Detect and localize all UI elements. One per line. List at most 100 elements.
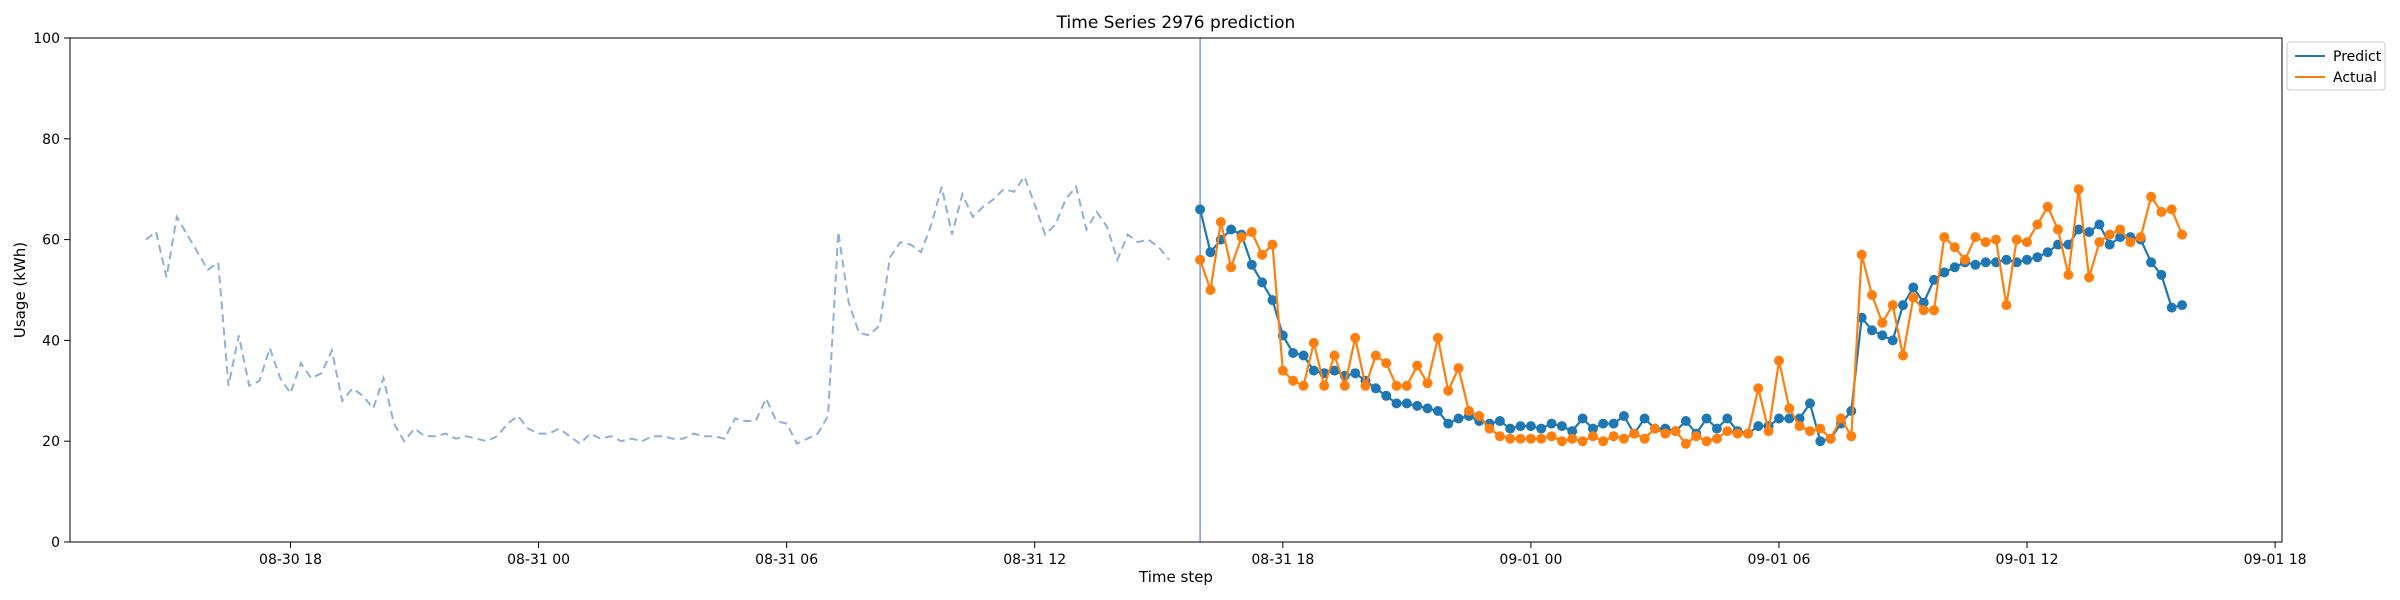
predict-point	[1391, 398, 1402, 409]
predict-point	[1536, 423, 1547, 434]
actual-point	[1422, 378, 1433, 389]
predict-point	[1525, 421, 1536, 432]
actual-point	[1556, 436, 1567, 447]
actual-point	[2135, 232, 2146, 243]
predict-point	[1784, 413, 1795, 424]
actual-point	[2084, 272, 2095, 283]
actual-point	[1474, 411, 1485, 421]
predict-point	[2032, 252, 2043, 263]
actual-point	[1939, 232, 1950, 243]
actual-point	[1546, 431, 1557, 442]
y-axis-title: Usage (kWh)	[11, 242, 29, 338]
predict-point	[1815, 436, 1826, 447]
actual-point	[1587, 431, 1598, 442]
predict-point	[1546, 418, 1557, 429]
actual-point	[1195, 254, 1206, 265]
actual-point	[2053, 224, 2063, 235]
actual-point	[1618, 433, 1629, 444]
predict-point	[1908, 282, 1919, 293]
predict-point	[1381, 390, 1392, 401]
predict-point	[1577, 413, 1588, 424]
history-line	[145, 174, 1170, 446]
actual-point	[1836, 413, 1846, 424]
predict-point	[1598, 418, 1609, 429]
predict-point	[2073, 224, 2084, 235]
actual-point	[1774, 355, 1784, 366]
actual-point	[1639, 433, 1650, 444]
predict-point	[1412, 400, 1423, 411]
y-tick-label: 40	[42, 333, 60, 349]
predict-point	[1494, 416, 1505, 426]
legend: Predict Actual	[2286, 41, 2386, 91]
x-tick-label: 08-31 12	[1003, 552, 1066, 568]
predict-point	[2166, 302, 2177, 313]
actual-point	[1805, 426, 1815, 437]
plot-area: 0 20 40 60 80 100 08-30 18 08-31 00 08-31 06 08-3…	[33, 31, 2306, 568]
predict-point	[1929, 274, 1939, 285]
actual-point	[1391, 380, 1402, 391]
predict-point	[1680, 416, 1691, 426]
actual-point	[1288, 375, 1299, 386]
actual-point	[1867, 290, 1877, 300]
legend-predict-label: Predict	[2333, 49, 2382, 65]
actual-point	[1246, 227, 1257, 237]
x-tick-label: 08-31 06	[755, 552, 818, 568]
predict-point	[1515, 421, 1526, 432]
predict-point	[1805, 398, 1815, 409]
predict-point	[1308, 365, 1319, 376]
y-tick-label: 80	[42, 132, 60, 148]
x-tick-label: 09-01 06	[1747, 552, 1810, 568]
predict-point	[1370, 383, 1381, 394]
predict-point	[1505, 423, 1516, 434]
predict-point	[2001, 254, 2012, 265]
actual-point	[1412, 360, 1423, 371]
actual-point	[1918, 305, 1929, 316]
x-axis-title: Time step	[1138, 568, 1213, 586]
predict-point	[1918, 297, 1929, 308]
predict-point	[1722, 413, 1733, 424]
predict-point	[1205, 247, 1216, 258]
actual-point	[1308, 337, 1319, 348]
predict-point	[1867, 325, 1877, 336]
actual-point	[2115, 224, 2126, 235]
predict-point	[1453, 413, 1464, 424]
predict-point	[1567, 426, 1578, 437]
actual-point	[2032, 219, 2043, 230]
actual-point	[1484, 423, 1495, 434]
x-tick-label: 09-01 12	[1996, 552, 2059, 568]
predict-point	[1608, 418, 1619, 429]
predict-point	[2022, 254, 2032, 265]
predict-point	[1846, 406, 1857, 416]
actual-point	[2094, 237, 2105, 248]
predict-point	[1898, 300, 1908, 311]
actual-point	[1515, 433, 1526, 444]
actual-point	[2125, 237, 2136, 248]
actual-point	[1660, 428, 1671, 439]
actual-point	[2042, 201, 2053, 212]
y-tick-label: 20	[42, 434, 60, 450]
actual-point	[1257, 249, 1268, 260]
actual-point	[2104, 229, 2115, 240]
predict-point	[2042, 247, 2053, 258]
legend-actual-label: Actual	[2333, 70, 2377, 86]
predict-point	[2156, 269, 2167, 280]
actual-point	[1980, 237, 1991, 248]
predict-point	[1422, 403, 1433, 414]
predict-point	[1753, 421, 1764, 432]
predict-point	[1267, 295, 1278, 306]
actual-point	[1743, 428, 1753, 439]
predict-point	[1288, 348, 1299, 358]
actual-point	[1960, 254, 1970, 265]
actual-point	[1401, 380, 1412, 391]
actual-point	[2011, 234, 2022, 245]
predict-point	[1443, 418, 1454, 429]
predict-point	[2115, 232, 2126, 243]
actual-point	[1753, 383, 1764, 394]
actual-point	[1432, 332, 1443, 343]
actual-point	[1856, 249, 1867, 260]
actual-point	[1608, 431, 1619, 442]
actual-point	[1453, 363, 1464, 374]
predict-point	[1226, 224, 1237, 235]
actual-point	[2001, 300, 2012, 311]
